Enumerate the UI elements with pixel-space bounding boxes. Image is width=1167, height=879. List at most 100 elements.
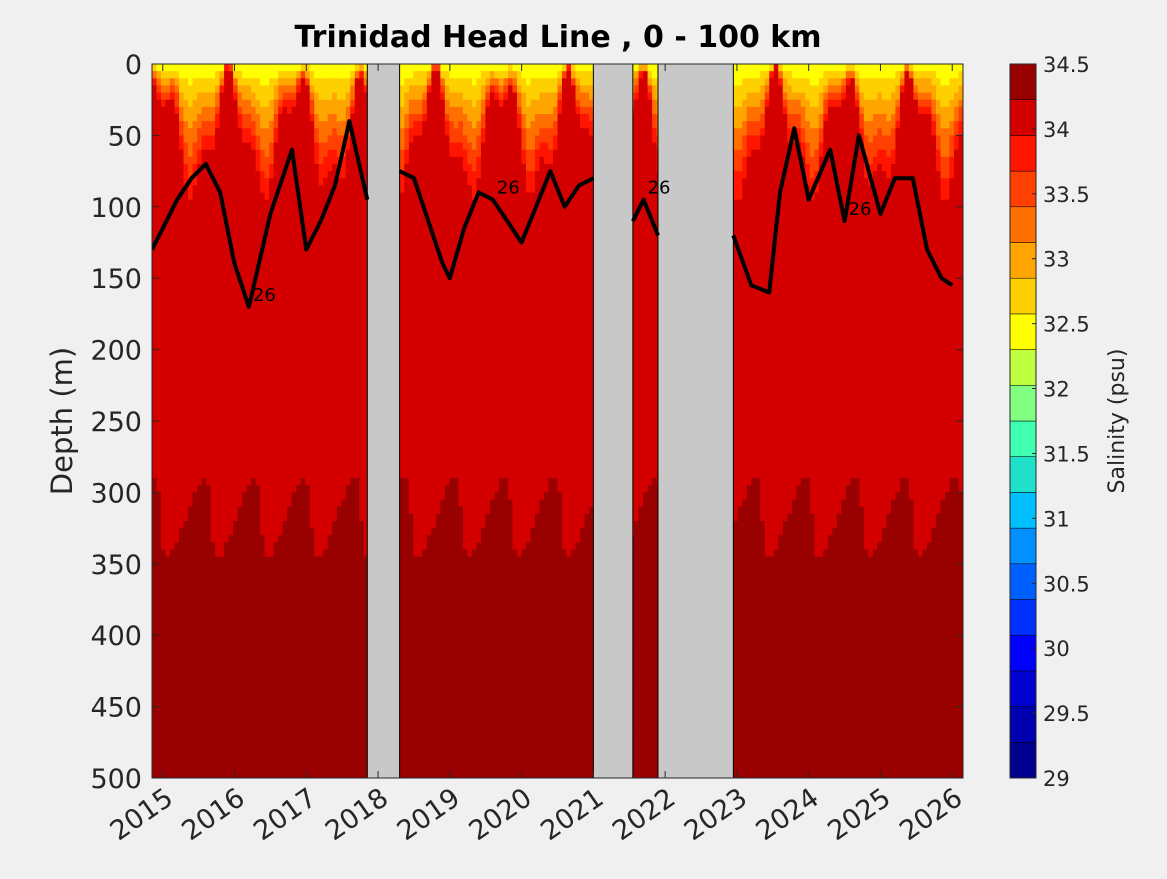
field-cell [363,378,369,386]
field-cell [188,742,194,751]
field-cell [264,149,270,158]
field-cell [323,606,329,615]
field-cell [350,178,356,186]
field-cell [242,478,248,486]
field-cell [210,399,216,408]
field-cell [350,406,356,415]
field-cell [156,392,162,401]
field-cell [219,335,225,344]
field-cell [210,185,216,194]
field-cell [183,128,189,136]
field-cell [188,620,194,629]
field-cell [192,563,198,572]
field-cell [264,199,270,208]
field-cell [215,735,221,743]
field-cell [242,706,248,715]
field-cell [152,485,158,493]
field-cell [363,392,369,401]
field-cell [332,171,338,179]
field-cell [219,649,225,658]
field-cell [206,78,212,87]
field-cell [323,770,329,778]
field-cell [350,149,356,158]
field-cell [269,328,275,336]
field-cell [363,635,369,643]
field-cell [363,321,369,329]
field-cell [165,113,171,122]
field-cell [237,71,243,79]
field-cell [183,642,189,651]
field-cell [156,71,162,79]
field-cell [291,135,297,144]
field-cell [215,278,221,286]
field-cell [300,435,306,444]
field-cell [183,678,189,686]
field-cell [255,542,261,551]
field-cell [341,585,347,593]
field-cell [327,570,333,579]
field-cell [300,363,306,372]
field-cell [327,542,333,551]
field-cell [188,385,194,394]
field-cell [152,556,158,565]
field-cell [237,199,243,208]
field-cell [336,485,342,493]
field-cell [305,692,311,701]
field-cell [269,770,275,778]
field-cell [291,456,297,465]
field-cell [201,563,207,572]
field-cell [251,763,257,772]
field-cell [296,685,302,693]
field-cell [323,328,329,336]
field-cell [165,249,171,258]
field-cell [228,585,234,593]
field-cell [161,99,167,108]
field-cell [179,506,185,515]
field-cell [224,535,230,543]
field-cell [336,542,342,551]
field-cell [363,563,369,572]
field-cell [255,428,261,436]
field-cell [197,221,203,229]
field-cell [278,456,284,465]
field-cell [264,392,270,401]
field-cell [345,149,351,158]
field-cell [305,378,311,386]
field-cell [291,92,297,101]
field-cell [161,442,167,451]
field-cell [309,613,315,622]
field-cell [228,371,234,379]
field-cell [228,78,234,87]
field-cell [305,706,311,715]
field-cell [350,221,356,229]
field-cell [251,71,257,79]
field-cell [273,428,279,436]
field-cell [224,406,230,415]
field-cell [309,770,315,778]
field-cell [300,592,306,601]
field-cell [296,92,302,101]
field-cell [179,142,185,151]
field-cell [264,306,270,315]
field-cell [363,649,369,658]
field-cell [363,271,369,279]
field-cell [246,770,252,778]
field-cell [300,85,306,94]
field-cell [152,763,158,772]
field-cell [273,435,279,444]
field-cell [183,299,189,308]
field-cell [287,285,293,294]
field-cell [179,706,185,715]
field-cell [291,485,297,493]
field-cell [327,492,333,501]
field-cell [363,342,369,351]
field-cell [242,64,248,72]
field-cell [165,185,171,194]
field-cell [278,385,284,394]
field-cell [192,199,198,208]
field-cell [291,192,297,201]
field-cell [318,178,324,186]
field-cell [210,263,216,272]
field-cell [242,106,248,115]
field-cell [260,356,266,365]
